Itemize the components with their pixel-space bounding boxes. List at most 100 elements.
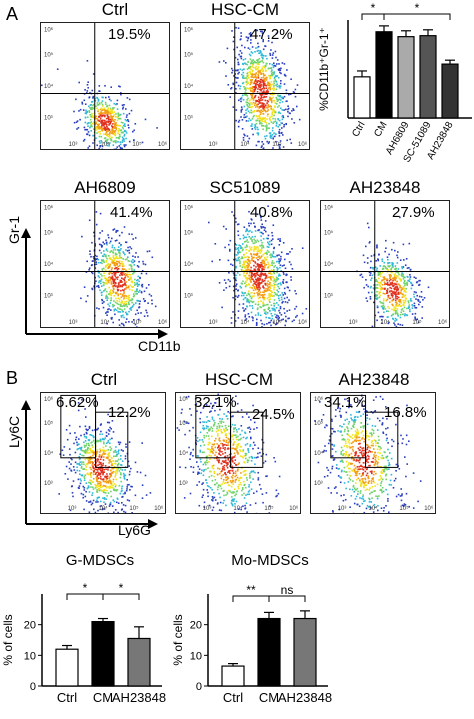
flow-event bbox=[88, 427, 91, 429]
flow-event bbox=[75, 438, 77, 441]
flow-event bbox=[117, 458, 120, 461]
flow-event bbox=[247, 298, 250, 301]
flow-event bbox=[262, 79, 264, 82]
flow-event bbox=[379, 265, 381, 267]
flow-event bbox=[289, 251, 291, 253]
flow-event bbox=[378, 277, 380, 280]
flow-event bbox=[265, 259, 267, 261]
flow-event bbox=[81, 235, 83, 238]
flow-event bbox=[113, 107, 115, 109]
flow-event bbox=[291, 248, 293, 250]
flow-event bbox=[231, 477, 234, 479]
flow-event bbox=[262, 268, 264, 270]
flow-event bbox=[106, 109, 109, 111]
flow-event bbox=[243, 455, 246, 457]
flow-event bbox=[116, 119, 119, 122]
flow-event bbox=[261, 247, 263, 249]
flow-event bbox=[76, 466, 78, 468]
flow-event bbox=[378, 273, 380, 276]
flow-event bbox=[145, 494, 148, 496]
flow-event bbox=[109, 503, 111, 506]
flow-event bbox=[82, 468, 84, 470]
flow-event bbox=[252, 300, 255, 303]
flow-event bbox=[214, 402, 216, 404]
flow-event bbox=[281, 101, 284, 103]
flow-event bbox=[112, 484, 114, 487]
flow-event bbox=[402, 310, 405, 312]
flow-event bbox=[253, 248, 255, 251]
flow-event bbox=[228, 484, 231, 487]
flow-event bbox=[107, 429, 110, 431]
flow-event bbox=[106, 322, 108, 325]
flow-event bbox=[262, 266, 264, 268]
flow-event bbox=[376, 244, 378, 246]
flow-event bbox=[227, 489, 230, 492]
flow-event bbox=[89, 250, 91, 252]
flow-event bbox=[242, 307, 244, 309]
y-tick-label: 10⁵ bbox=[184, 52, 194, 59]
flow-event bbox=[143, 300, 146, 303]
x-tick-label: 10⁶ bbox=[158, 319, 168, 326]
flow-event bbox=[88, 457, 91, 460]
flow-event bbox=[247, 268, 249, 271]
flow-event bbox=[250, 111, 253, 114]
flow-event bbox=[397, 305, 399, 307]
flow-event bbox=[208, 221, 210, 224]
flow-event bbox=[124, 273, 127, 275]
flow-event bbox=[105, 312, 107, 314]
flow-event bbox=[80, 492, 83, 495]
plot-title-hsc-cm: HSC-CM bbox=[211, 0, 279, 19]
flow-event bbox=[102, 255, 105, 258]
flow-event bbox=[233, 214, 235, 217]
flow-event bbox=[96, 449, 99, 451]
flow-event bbox=[391, 299, 394, 302]
flow-event bbox=[116, 489, 119, 491]
flow-event bbox=[267, 127, 270, 129]
flow-event bbox=[109, 302, 112, 304]
flow-event bbox=[93, 128, 95, 130]
flow-event bbox=[253, 295, 255, 297]
flow-event bbox=[237, 121, 240, 123]
flow-event bbox=[376, 269, 378, 271]
flow-event bbox=[117, 311, 120, 313]
flow-event bbox=[86, 448, 89, 451]
flow-event bbox=[95, 115, 97, 118]
flow-event bbox=[268, 74, 270, 77]
flow-event bbox=[293, 122, 296, 124]
flow-event bbox=[101, 269, 104, 271]
flow-event bbox=[240, 508, 242, 511]
flow-event bbox=[248, 222, 250, 225]
flow-event bbox=[224, 472, 227, 475]
flow-event bbox=[208, 429, 211, 431]
x-tick-label: 10⁵ bbox=[272, 319, 282, 326]
flow-event bbox=[210, 402, 212, 405]
flow-event bbox=[394, 283, 397, 286]
flow-event bbox=[75, 121, 78, 123]
flow-event bbox=[105, 241, 108, 244]
flow-event bbox=[114, 476, 116, 478]
flow-event bbox=[104, 137, 107, 139]
flow-event bbox=[142, 263, 145, 265]
flow-event bbox=[267, 303, 269, 306]
flow-event bbox=[118, 85, 120, 87]
flow-event bbox=[232, 40, 235, 43]
flow-event bbox=[102, 473, 104, 476]
flow-event bbox=[117, 511, 119, 513]
flow-event bbox=[271, 134, 274, 136]
flow-event bbox=[381, 279, 383, 282]
flow-event bbox=[101, 433, 104, 435]
flow-event bbox=[207, 467, 209, 469]
flow-event bbox=[79, 118, 81, 121]
flow-event bbox=[113, 120, 116, 123]
flow-event bbox=[255, 248, 257, 250]
flow-event bbox=[123, 268, 126, 270]
flow-event bbox=[263, 117, 265, 120]
flow-event bbox=[122, 263, 125, 265]
flow-event bbox=[112, 260, 114, 262]
flow-event bbox=[223, 440, 225, 442]
flow-event bbox=[101, 467, 104, 469]
flow-event bbox=[75, 436, 78, 439]
flow-event bbox=[99, 280, 102, 282]
